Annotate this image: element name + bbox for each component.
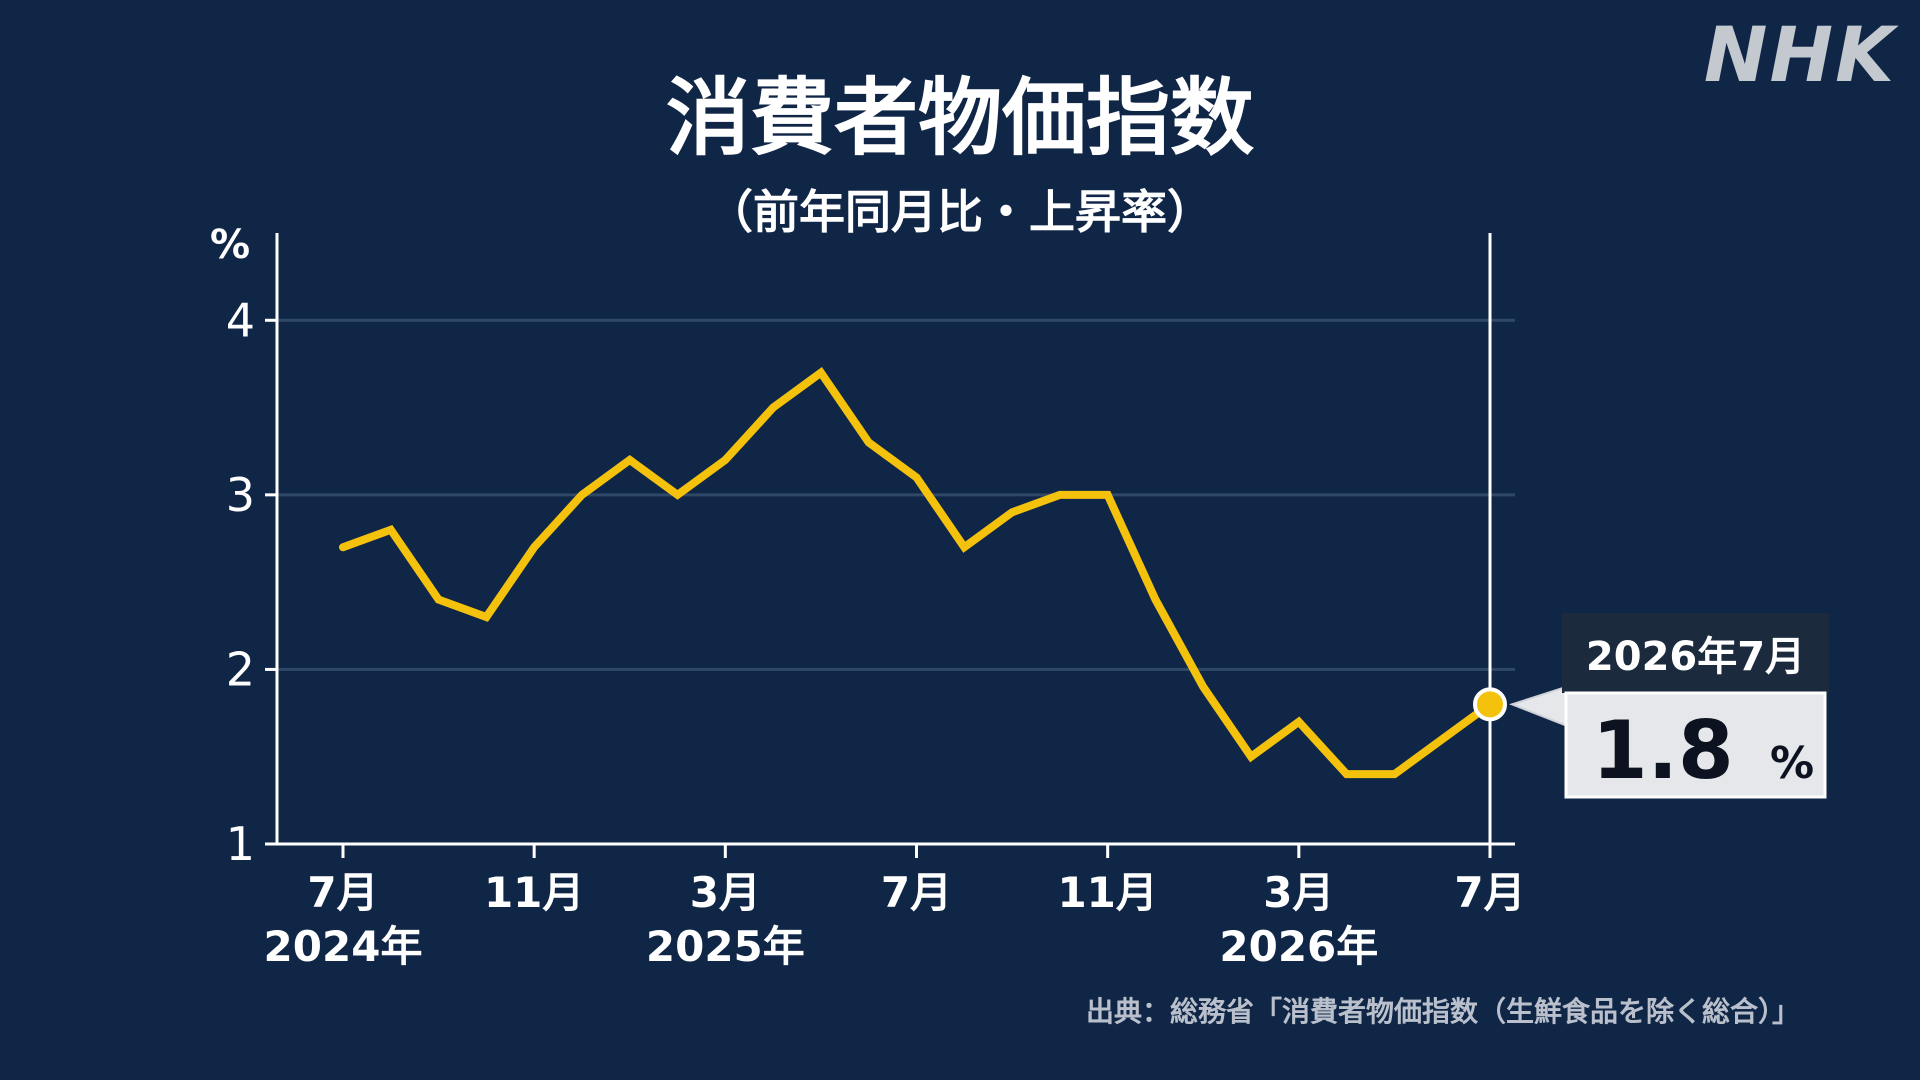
y-tick-label-2: 2 — [226, 642, 255, 696]
callout-date-label: 2026年7月 — [1586, 634, 1805, 680]
cpi-series-line — [339, 366, 1494, 779]
data-point-2024-11 — [530, 543, 538, 551]
x-tick-label-month: 11月 — [1057, 868, 1157, 917]
data-point-2024-08 — [387, 526, 395, 534]
y-axis-unit-label: % — [210, 222, 250, 268]
data-point-2026-01 — [1199, 683, 1207, 691]
data-point-2025-03 — [721, 456, 729, 464]
data-point-2024-12 — [578, 491, 586, 499]
x-tick-label-month: 3月 — [1263, 868, 1334, 917]
callout-body — [1564, 691, 1827, 799]
data-point-2025-08 — [960, 543, 968, 551]
x-tick-label-year: 2025年 — [646, 922, 805, 971]
source-note: 出典：総務省「消費者物価指数（生鮮食品を除く総合）」 — [1085, 995, 1800, 1028]
y-tick-labels: 1 2 3 4% — [210, 222, 255, 871]
data-point-2025-07 — [913, 473, 921, 481]
data-point-2025-02 — [674, 491, 682, 499]
chart-title: 消費者物価指数 — [665, 69, 1254, 167]
data-point-2026-02 — [1247, 753, 1255, 761]
data-point-2026-03 — [1295, 718, 1303, 726]
data-point-2025-11 — [1104, 491, 1112, 499]
data-point-2026-05 — [1390, 770, 1398, 778]
x-tick-label-month: 3月 — [690, 868, 761, 917]
callout-pointer — [1509, 684, 1569, 728]
value-callout: 2026年7月 1.8% — [1509, 613, 1829, 799]
y-tick-label-3: 3 — [226, 468, 255, 522]
callout-value: 1.8 — [1592, 704, 1734, 797]
data-point-2025-04 — [769, 404, 777, 412]
latest-data-point — [1473, 687, 1507, 722]
callout-header — [1562, 613, 1829, 693]
x-tick-labels: 7月 2024年 11月 3月 2025年 7月 11月 3月 2026年 7月 — [264, 868, 1526, 971]
grid-lines — [277, 318, 1515, 671]
y-tick-label-1: 1 — [226, 817, 255, 871]
data-point-2025-12 — [1151, 596, 1159, 604]
x-tick-label-month: 7月 — [1454, 868, 1525, 917]
data-point-2024-07 — [339, 543, 347, 551]
x-tick-label-month: 11月 — [484, 868, 584, 917]
x-tick-label-month: 7月 — [881, 868, 952, 917]
data-point-2025-05 — [817, 369, 825, 377]
data-point-2026-04 — [1343, 770, 1351, 778]
data-point-2025-06 — [865, 438, 873, 446]
nhk-logo: NHK — [1703, 10, 1896, 99]
data-point-2025-01 — [626, 456, 634, 464]
x-tick-label-month: 7月 — [307, 868, 378, 917]
series-layer — [339, 366, 1507, 779]
y-tick-label-4: 4 — [226, 293, 255, 347]
axes — [265, 233, 1515, 858]
data-point-2025-10 — [1056, 491, 1064, 499]
x-tick-label-year: 2024年 — [264, 922, 423, 971]
chart-subtitle: （前年同月比・上昇率） — [707, 185, 1213, 239]
data-point-2025-09 — [1008, 508, 1016, 516]
x-tick-label-year: 2026年 — [1219, 922, 1378, 971]
data-point-2026-06 — [1438, 735, 1446, 743]
data-point-2024-09 — [435, 596, 443, 604]
data-point-2024-10 — [482, 613, 490, 621]
callout-unit: % — [1770, 738, 1814, 789]
